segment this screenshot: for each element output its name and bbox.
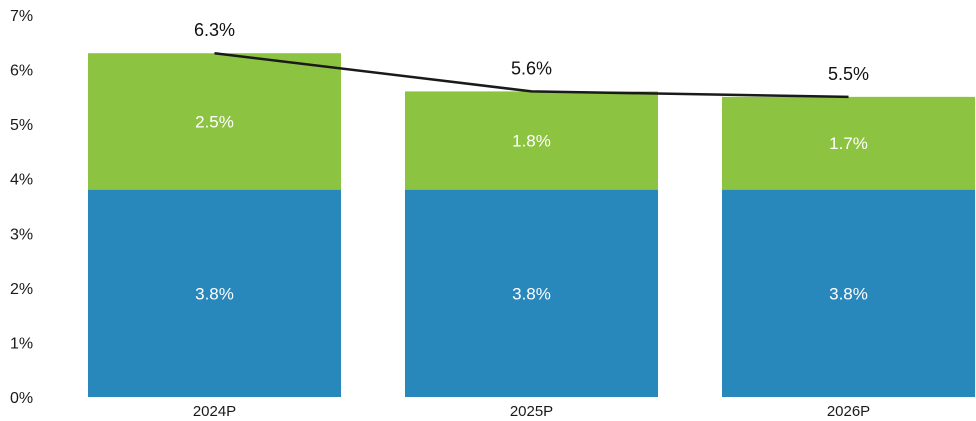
y-tick-label: 2% <box>10 281 33 298</box>
total-line: 6.3% 5.6% 5.5% <box>194 20 869 99</box>
total-line-path <box>214 51 849 99</box>
y-tick-label: 6% <box>10 63 33 80</box>
x-axis: 2024P 2025P 2026P <box>193 403 870 420</box>
y-tick-label: 1% <box>10 335 33 352</box>
x-category-label: 2024P <box>193 403 236 420</box>
segment-value-label: 1.7% <box>829 134 868 153</box>
y-tick-label: 3% <box>10 226 33 243</box>
bars <box>88 53 975 397</box>
total-value-label: 5.5% <box>828 64 869 84</box>
segment-value-label: 3.8% <box>195 284 234 303</box>
y-axis: 0% 1% 2% 3% 4% 5% 6% 7% <box>10 8 33 407</box>
segment-value-label: 2.5% <box>195 112 234 131</box>
y-tick-label: 0% <box>10 390 33 407</box>
bar-segment <box>722 189 975 397</box>
total-value-label: 5.6% <box>511 58 552 78</box>
y-tick-label: 4% <box>10 172 33 189</box>
segment-value-label: 3.8% <box>512 284 551 303</box>
x-category-label: 2026P <box>827 403 870 420</box>
bar-segment <box>722 96 975 190</box>
bar-segment <box>88 53 341 190</box>
bar-segment <box>405 189 658 397</box>
bar-segment <box>88 189 341 397</box>
segment-labels: 3.8% 2.5% 3.8% 1.8% 3.8% 1.7% <box>195 112 868 303</box>
x-category-label: 2025P <box>510 403 553 420</box>
bar-segment <box>405 91 658 190</box>
segment-value-label: 3.8% <box>829 284 868 303</box>
y-tick-label: 5% <box>10 117 33 134</box>
total-value-label: 6.3% <box>194 20 235 40</box>
segment-value-label: 1.8% <box>512 132 551 151</box>
y-tick-label: 7% <box>10 8 33 25</box>
